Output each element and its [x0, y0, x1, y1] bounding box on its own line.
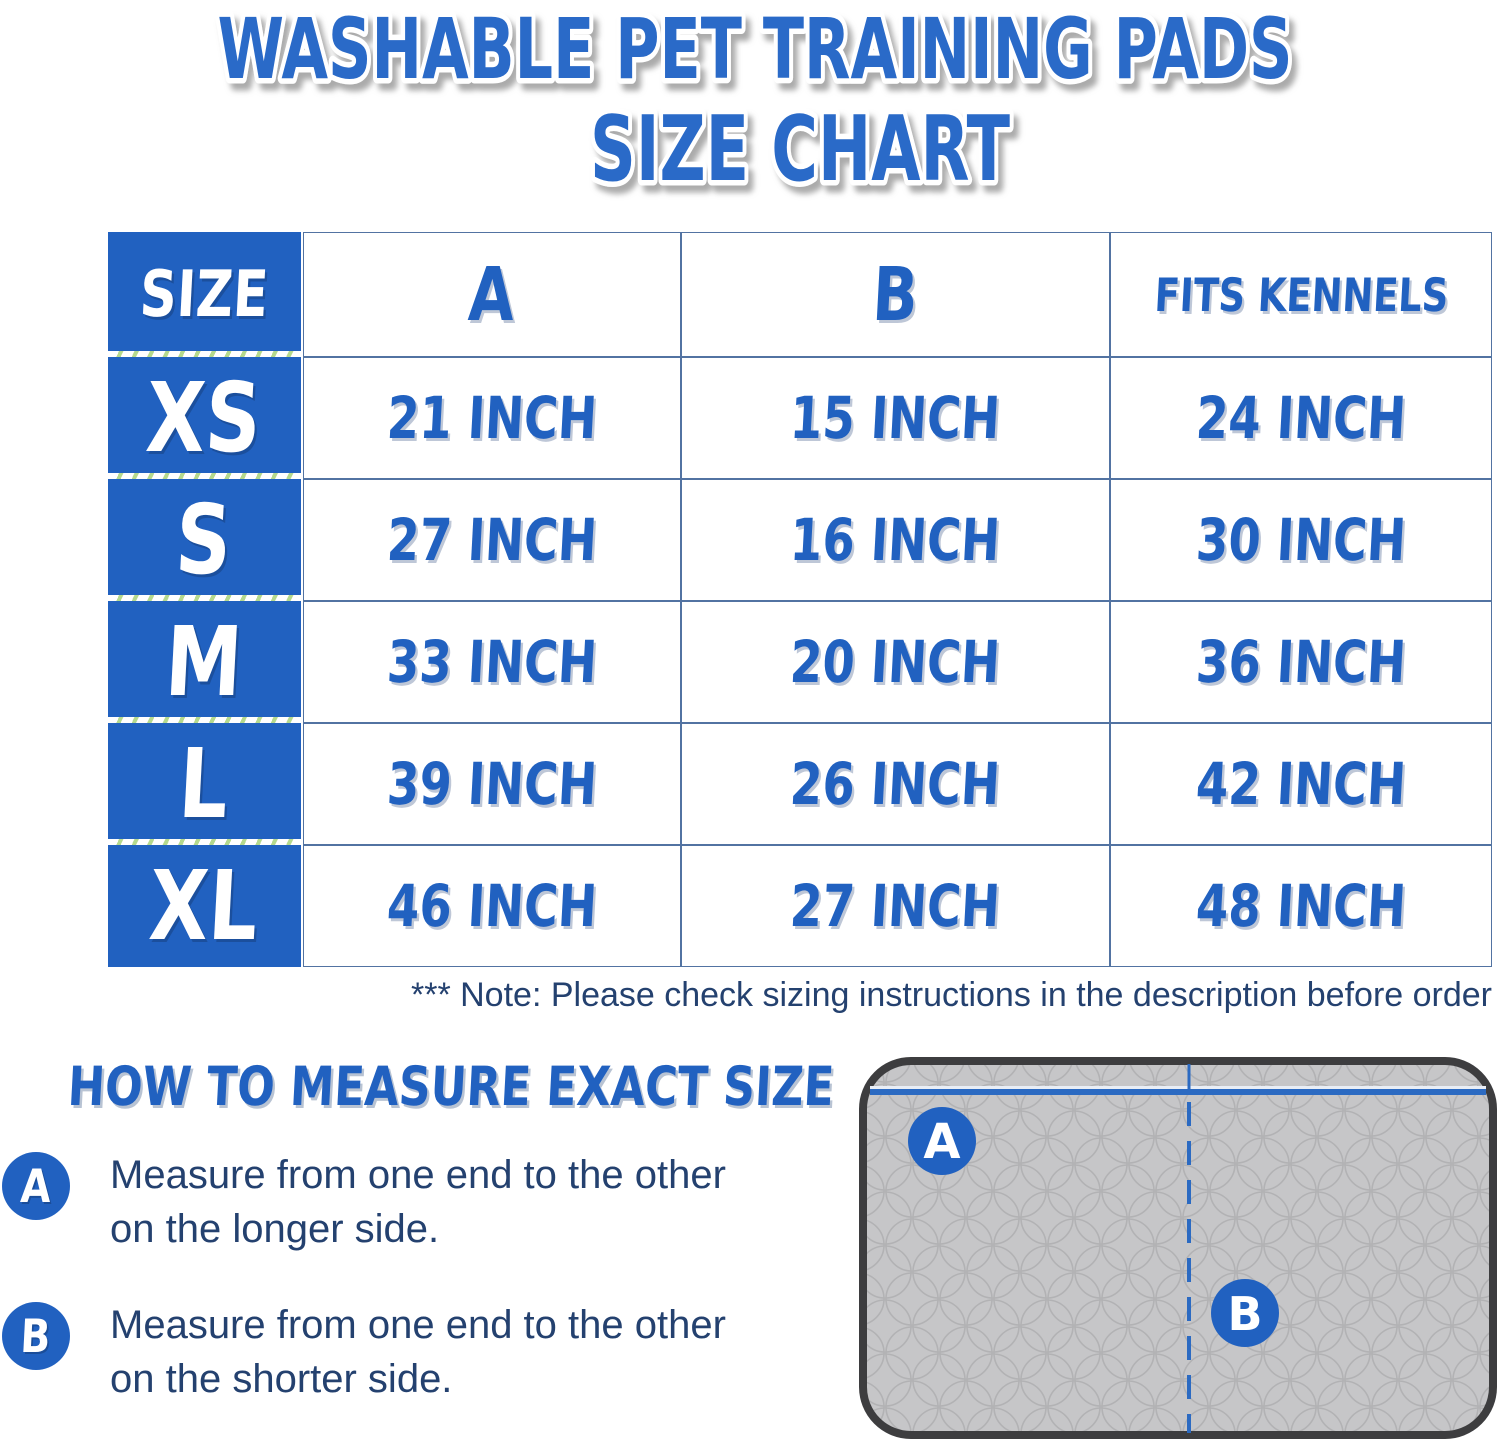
cell-l-b: 26 INCH	[681, 723, 1110, 845]
cell-s-kennel: 30 INCH	[1110, 479, 1492, 601]
dashed-divider	[107, 595, 301, 601]
header-kennels-label: FITS KENNELS	[1152, 267, 1450, 322]
cell-m-b: 20 INCH	[681, 601, 1110, 723]
size-label-s: S	[173, 484, 235, 596]
cell-xs-b: 15 INCH	[681, 357, 1110, 479]
size-label-xl: XL	[146, 850, 262, 962]
cell-xl-kennel: 48 INCH	[1110, 845, 1492, 967]
table-row-xl-size: XL	[105, 845, 303, 967]
header-size-label: SIZE	[138, 257, 270, 332]
dashed-divider	[107, 351, 301, 357]
table-row-l-size: L	[105, 723, 303, 845]
measure-item-a: A Measure from one end to the other on t…	[2, 1148, 755, 1256]
size-label-l: L	[176, 728, 232, 840]
table-row-s-size: S	[105, 479, 303, 601]
cell-s-b: 16 INCH	[681, 479, 1110, 601]
measure-heading: HOW TO MEASURE EXACT SIZE	[66, 1055, 836, 1118]
cell-s-a: 27 INCH	[303, 479, 681, 601]
header-a-label: A	[466, 251, 518, 338]
dashed-divider	[107, 839, 301, 845]
b-marker-icon	[1211, 1279, 1279, 1347]
header-size-cell: SIZE	[105, 232, 303, 357]
size-table: SIZE A B FITS KENNELS XS 21 INCH 15 INCH…	[105, 232, 1492, 967]
size-column-header: SIZE	[107, 232, 301, 357]
b-badge-label: B	[19, 1309, 53, 1363]
measure-text-b: Measure from one end to the other on the…	[110, 1303, 726, 1401]
table-row-xs-size: XS	[105, 357, 303, 479]
size-label-m: M	[162, 606, 246, 718]
b-badge-icon: B	[2, 1302, 70, 1370]
cell-m-a: 33 INCH	[303, 601, 681, 723]
measure-line-a-highlight	[870, 1086, 1486, 1089]
a-marker-label: A	[923, 1114, 960, 1170]
measure-text-a: Measure from one end to the other on the…	[110, 1153, 726, 1251]
sizing-note: *** Note: Please check sizing instructio…	[410, 976, 1492, 1014]
pad-diagram: A B	[859, 1057, 1497, 1439]
title-line2: SIZE CHART	[590, 97, 1010, 202]
dashed-divider	[107, 473, 301, 479]
a-marker-icon	[908, 1107, 976, 1175]
measure-item-b: B Measure from one end to the other on t…	[2, 1298, 755, 1406]
header-a-cell: A	[303, 232, 681, 357]
a-badge-label: A	[19, 1159, 53, 1213]
table-row-m-size: M	[105, 601, 303, 723]
b-marker-label: B	[1227, 1287, 1262, 1341]
pad-illustration: A B	[859, 1057, 1497, 1439]
page-title: WASHABLE PET TRAINING PADS SIZE CHART	[212, 0, 1298, 208]
measure-line-a	[870, 1089, 1486, 1095]
cell-m-kennel: 36 INCH	[1110, 601, 1492, 723]
cell-l-kennel: 42 INCH	[1110, 723, 1492, 845]
cell-xl-a: 46 INCH	[303, 845, 681, 967]
dashed-divider	[107, 717, 301, 723]
title-line1: WASHABLE PET TRAINING PADS	[218, 0, 1293, 98]
size-label-xs: XS	[143, 362, 265, 474]
cell-xs-kennel: 24 INCH	[1110, 357, 1492, 479]
cell-xs-a: 21 INCH	[303, 357, 681, 479]
header-b-label: B	[870, 251, 921, 338]
header-b-cell: B	[681, 232, 1110, 357]
cell-l-a: 39 INCH	[303, 723, 681, 845]
header-kennels-cell: FITS KENNELS	[1110, 232, 1492, 357]
cell-xl-b: 27 INCH	[681, 845, 1110, 967]
a-badge-icon: A	[2, 1152, 70, 1220]
